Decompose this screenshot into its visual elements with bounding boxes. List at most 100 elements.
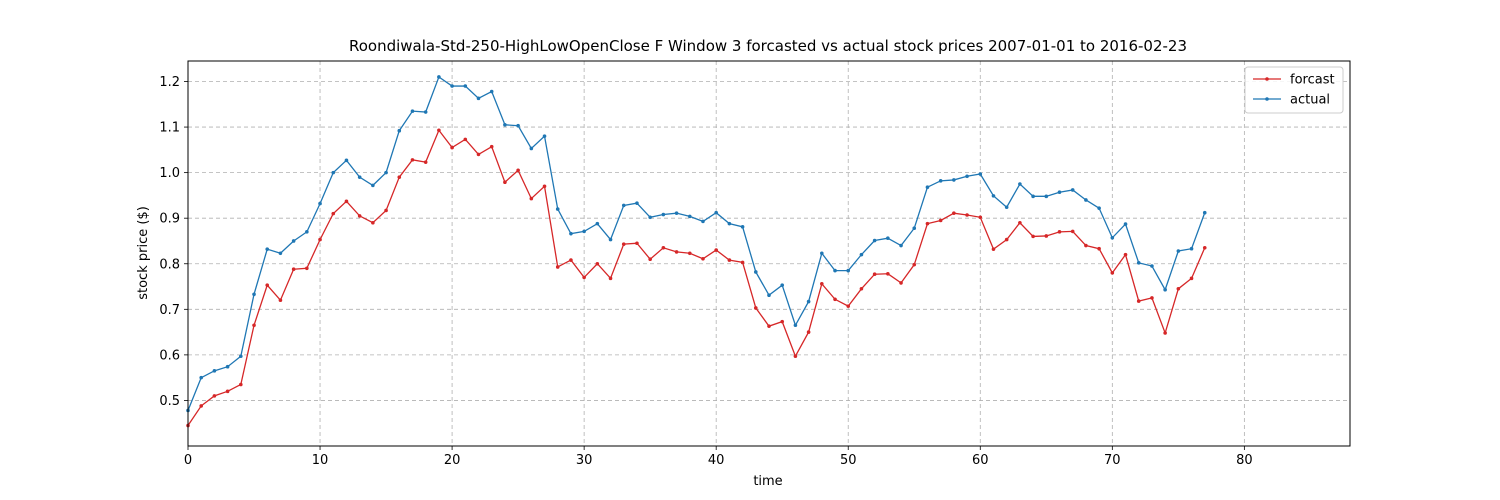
x-tick-label: 50 <box>840 453 857 468</box>
data-point <box>239 354 243 358</box>
data-point <box>701 257 705 261</box>
data-point <box>569 232 573 236</box>
data-point <box>345 200 349 204</box>
x-tick-label: 70 <box>1104 453 1121 468</box>
data-point <box>754 270 758 274</box>
data-point <box>477 97 481 101</box>
data-point <box>1203 246 1207 250</box>
data-point <box>899 244 903 248</box>
data-point <box>1137 261 1141 265</box>
series-forcast <box>186 128 1206 427</box>
data-point <box>530 197 534 201</box>
data-point <box>1150 264 1154 268</box>
y-tick-label: 1.1 <box>159 121 180 136</box>
data-point <box>292 267 296 271</box>
data-point <box>384 171 388 175</box>
data-point <box>609 238 613 242</box>
data-point <box>820 251 824 255</box>
data-point <box>794 354 798 358</box>
data-point <box>635 201 639 205</box>
data-point <box>1190 277 1194 281</box>
data-point <box>199 376 203 380</box>
data-point <box>609 277 613 281</box>
data-point <box>648 257 652 261</box>
data-point <box>952 178 956 182</box>
data-point <box>780 320 784 324</box>
x-tick-label: 20 <box>444 453 461 468</box>
data-point <box>397 129 401 133</box>
data-point <box>1058 190 1062 194</box>
data-point <box>912 263 916 267</box>
data-point <box>939 179 943 183</box>
plot-frame <box>188 61 1350 446</box>
data-point <box>1177 249 1181 253</box>
data-point <box>596 222 600 226</box>
y-tick-label: 0.6 <box>159 348 180 363</box>
x-tick-label: 0 <box>184 453 192 468</box>
y-axis-label: stock price ($) <box>136 206 151 300</box>
data-point <box>820 282 824 286</box>
data-point <box>530 147 534 151</box>
y-tick-label: 1.0 <box>159 166 180 181</box>
data-point <box>1005 238 1009 242</box>
data-point <box>899 281 903 285</box>
data-point <box>926 222 930 226</box>
data-point <box>503 180 507 184</box>
data-point <box>213 394 217 398</box>
data-point <box>833 297 837 301</box>
data-point <box>662 213 666 217</box>
data-point <box>701 220 705 224</box>
data-point <box>318 202 322 206</box>
data-point <box>450 84 454 88</box>
data-point <box>1071 230 1075 234</box>
data-point <box>1203 211 1207 215</box>
data-point <box>886 272 890 276</box>
data-point <box>437 75 441 79</box>
data-point <box>952 211 956 215</box>
data-point <box>582 230 586 234</box>
data-point <box>596 262 600 266</box>
data-point <box>1177 287 1181 291</box>
x-tick-label: 10 <box>312 453 329 468</box>
data-point <box>371 184 375 188</box>
data-point <box>582 276 586 280</box>
legend-marker <box>1265 97 1269 101</box>
data-point <box>437 128 441 132</box>
data-point <box>516 169 520 173</box>
data-point <box>1044 234 1048 238</box>
legend-label: actual <box>1290 93 1330 108</box>
data-point <box>411 109 415 113</box>
series-actual <box>186 75 1206 412</box>
data-point <box>477 153 481 157</box>
data-point <box>728 222 732 226</box>
data-point <box>556 265 560 269</box>
data-point <box>728 258 732 262</box>
data-point <box>397 175 401 179</box>
data-point <box>358 214 362 218</box>
data-point <box>860 287 864 291</box>
data-point <box>384 209 388 213</box>
data-point <box>516 124 520 128</box>
data-point <box>424 160 428 164</box>
data-point <box>490 145 494 149</box>
data-point <box>965 213 969 217</box>
data-point <box>767 293 771 297</box>
data-point <box>780 283 784 287</box>
legend-marker <box>1265 77 1269 81</box>
data-point <box>675 211 679 215</box>
data-point <box>1097 247 1101 251</box>
data-point <box>463 84 467 88</box>
data-point <box>199 404 203 408</box>
data-point <box>648 215 652 219</box>
data-point <box>252 323 256 327</box>
y-tick-label: 0.7 <box>159 303 180 318</box>
data-point <box>1084 198 1088 202</box>
data-point <box>978 172 982 176</box>
data-point <box>305 267 309 271</box>
data-point <box>358 175 362 179</box>
data-point <box>279 251 283 255</box>
y-tick-label: 1.2 <box>159 75 180 90</box>
data-point <box>213 369 217 373</box>
data-point <box>305 230 309 234</box>
